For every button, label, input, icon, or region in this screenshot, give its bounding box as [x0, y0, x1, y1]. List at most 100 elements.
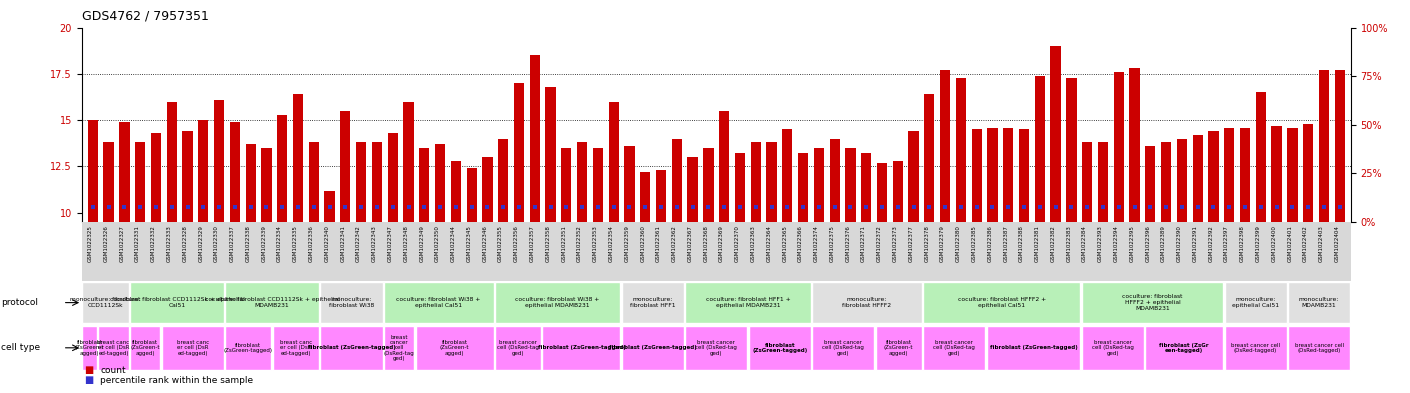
- Text: breast canc
er cell (DsR
ed-tagged): breast canc er cell (DsR ed-tagged): [97, 340, 130, 356]
- Text: GSM1022329: GSM1022329: [199, 225, 203, 262]
- Text: GSM1022404: GSM1022404: [1335, 225, 1340, 262]
- Text: GSM1022384: GSM1022384: [1083, 225, 1087, 262]
- Text: GSM1022378: GSM1022378: [925, 225, 929, 262]
- Text: GSM1022397: GSM1022397: [1224, 225, 1230, 262]
- Bar: [829, 139, 840, 222]
- Text: coculture: fibroblast Wi38 +
epithelial MDAMB231: coculture: fibroblast Wi38 + epithelial …: [516, 297, 599, 308]
- Bar: [719, 111, 729, 222]
- Text: GSM1022385: GSM1022385: [971, 225, 977, 262]
- Text: GSM1022395: GSM1022395: [1129, 225, 1135, 262]
- Text: GSM1022388: GSM1022388: [1019, 225, 1024, 262]
- Bar: [877, 163, 887, 222]
- Bar: [543, 326, 620, 370]
- Bar: [798, 154, 808, 222]
- Text: GSM1022364: GSM1022364: [767, 225, 771, 262]
- Text: GSM1022325: GSM1022325: [87, 225, 93, 262]
- Text: fibroblast
(ZsGreen-t
agged): fibroblast (ZsGreen-t agged): [440, 340, 470, 356]
- Text: GSM1022391: GSM1022391: [1193, 225, 1197, 262]
- Bar: [82, 326, 97, 370]
- Bar: [924, 326, 986, 370]
- Bar: [783, 129, 792, 222]
- Text: GSM1022392: GSM1022392: [1208, 225, 1214, 262]
- Bar: [1208, 131, 1218, 222]
- Bar: [1129, 68, 1139, 222]
- Bar: [261, 148, 272, 222]
- Text: protocol: protocol: [1, 298, 38, 307]
- Bar: [416, 326, 494, 370]
- Text: fibroblast
(ZsGreen-tagged): fibroblast (ZsGreen-tagged): [224, 343, 274, 353]
- Text: fibroblast
(ZsGreen-tagged): fibroblast (ZsGreen-tagged): [752, 343, 808, 353]
- Bar: [1081, 326, 1144, 370]
- Text: GSM1022380: GSM1022380: [956, 225, 962, 262]
- Text: GSM1022362: GSM1022362: [671, 225, 677, 262]
- Text: GSM1022389: GSM1022389: [1160, 225, 1166, 262]
- Text: breast canc
er cell (DsR
ed-tagged): breast canc er cell (DsR ed-tagged): [176, 340, 209, 356]
- Bar: [293, 94, 303, 222]
- Text: GSM1022340: GSM1022340: [324, 225, 330, 262]
- Text: GSM1022393: GSM1022393: [1098, 225, 1103, 262]
- Text: GSM1022341: GSM1022341: [340, 225, 345, 262]
- Bar: [135, 142, 145, 222]
- Bar: [1224, 326, 1287, 370]
- Text: count: count: [100, 366, 125, 375]
- Bar: [1177, 139, 1187, 222]
- Text: GSM1022370: GSM1022370: [735, 225, 740, 262]
- Text: GSM1022356: GSM1022356: [515, 225, 519, 262]
- Text: GSM1022400: GSM1022400: [1272, 225, 1276, 262]
- Bar: [1114, 72, 1124, 222]
- Text: GSM1022347: GSM1022347: [388, 225, 393, 262]
- Bar: [862, 154, 871, 222]
- Bar: [1081, 142, 1093, 222]
- Bar: [561, 148, 571, 222]
- Text: fibroblast (ZsGr
een-tagged): fibroblast (ZsGr een-tagged): [1159, 343, 1208, 353]
- Text: percentile rank within the sample: percentile rank within the sample: [100, 376, 254, 385]
- Text: breast cancer
cell (DsRed-tag
ged): breast cancer cell (DsRed-tag ged): [498, 340, 539, 356]
- Bar: [685, 326, 747, 370]
- Text: GSM1022352: GSM1022352: [577, 225, 582, 262]
- Bar: [812, 282, 922, 323]
- Text: monoculture:
fibroblast HFFF2: monoculture: fibroblast HFFF2: [842, 297, 891, 308]
- Text: ■: ■: [85, 365, 94, 375]
- Bar: [1256, 92, 1266, 222]
- Text: coculture: fibroblast CCD1112Sk + epithelial
MDAMB231: coculture: fibroblast CCD1112Sk + epithe…: [204, 297, 340, 308]
- Text: breast cancer
cell (DsRed-tag
ged): breast cancer cell (DsRed-tag ged): [822, 340, 864, 356]
- Bar: [355, 142, 367, 222]
- Text: GSM1022386: GSM1022386: [987, 225, 993, 262]
- Bar: [622, 326, 684, 370]
- Text: GSM1022366: GSM1022366: [798, 225, 804, 262]
- Text: GSM1022363: GSM1022363: [750, 225, 756, 262]
- Text: GSM1022396: GSM1022396: [1145, 225, 1151, 262]
- Bar: [1003, 128, 1014, 222]
- Bar: [1081, 282, 1224, 323]
- Text: monoculture:
epithelial Cal51: monoculture: epithelial Cal51: [1232, 297, 1279, 308]
- Text: fibroblast (ZsGreen-tagged): fibroblast (ZsGreen-tagged): [609, 345, 697, 350]
- Bar: [82, 222, 1351, 281]
- Text: GSM1022348: GSM1022348: [403, 225, 409, 262]
- Bar: [245, 144, 255, 222]
- Bar: [1335, 70, 1345, 222]
- Text: GSM1022368: GSM1022368: [704, 225, 708, 262]
- Bar: [592, 148, 603, 222]
- Text: GSM1022375: GSM1022375: [829, 225, 835, 262]
- Bar: [384, 326, 415, 370]
- Text: breast cancer cell
(DsRed-tagged): breast cancer cell (DsRed-tagged): [1231, 343, 1280, 353]
- Text: GSM1022342: GSM1022342: [357, 225, 361, 262]
- Text: GSM1022379: GSM1022379: [940, 225, 945, 262]
- Bar: [482, 157, 492, 222]
- Text: GSM1022343: GSM1022343: [372, 225, 376, 262]
- Text: monoculture: fibroblast
CCD1112Sk: monoculture: fibroblast CCD1112Sk: [70, 297, 141, 308]
- Text: cell type: cell type: [1, 343, 41, 352]
- Bar: [226, 282, 319, 323]
- Text: GSM1022372: GSM1022372: [877, 225, 883, 262]
- Text: GSM1022382: GSM1022382: [1050, 225, 1056, 262]
- Bar: [1035, 76, 1045, 222]
- Text: GSM1022387: GSM1022387: [1004, 225, 1008, 262]
- Text: GSM1022383: GSM1022383: [1066, 225, 1072, 262]
- Text: GSM1022402: GSM1022402: [1303, 225, 1308, 262]
- Bar: [688, 157, 698, 222]
- Text: coculture: fibroblast CCD1112Sk + epithelial
Cal51: coculture: fibroblast CCD1112Sk + epithe…: [110, 297, 244, 308]
- Bar: [1224, 128, 1234, 222]
- Bar: [924, 94, 935, 222]
- Bar: [434, 144, 446, 222]
- Text: GSM1022333: GSM1022333: [166, 225, 172, 262]
